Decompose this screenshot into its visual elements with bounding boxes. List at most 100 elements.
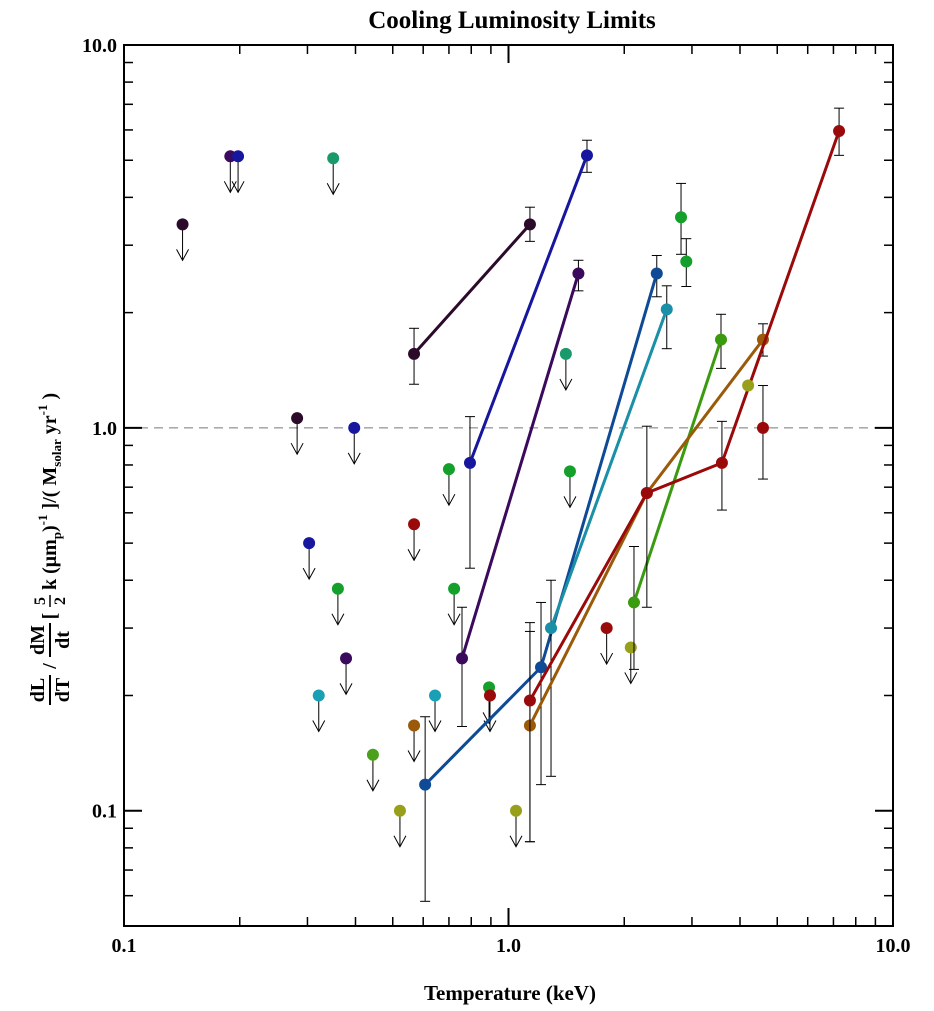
limit-arrowhead <box>326 183 340 196</box>
limit-arrowhead <box>176 249 189 262</box>
limit-arrowhead <box>302 567 316 581</box>
data-point <box>303 537 316 550</box>
y-label-part: / <box>39 663 61 670</box>
data-point <box>366 748 379 761</box>
limit-arrowhead <box>563 496 577 509</box>
data-point <box>580 149 593 162</box>
limit-arrowhead <box>559 378 573 391</box>
data-point <box>545 622 558 635</box>
y-tick-label: 1.0 <box>92 418 117 440</box>
data-point <box>348 421 361 434</box>
limit-arrowhead <box>442 493 456 507</box>
data-point <box>715 333 728 346</box>
data-point <box>442 463 455 476</box>
y-label-part: solar <box>49 439 64 467</box>
data-point <box>340 652 353 665</box>
data-point <box>650 267 663 280</box>
limit-arrowhead <box>331 613 345 626</box>
series-line <box>528 130 841 702</box>
data-point <box>523 694 536 707</box>
data-point <box>627 596 640 609</box>
data-point <box>660 303 673 316</box>
data-point <box>510 804 523 817</box>
data-point <box>535 661 548 674</box>
y-label-part: ) <box>39 393 61 405</box>
data-point <box>742 379 755 392</box>
limit-arrowhead <box>509 835 523 848</box>
series-line <box>412 223 532 355</box>
data-point <box>624 641 637 654</box>
y-label-part: 2 <box>52 597 69 605</box>
data-point <box>600 622 613 635</box>
data-point <box>232 150 245 163</box>
data-point <box>675 211 688 224</box>
y-label-part: 5 <box>32 597 49 605</box>
data-point <box>331 582 344 595</box>
data-point <box>483 689 496 702</box>
data-point <box>680 255 693 268</box>
y-label-part: k (μm <box>39 539 61 590</box>
limit-arrowhead <box>407 549 421 562</box>
data-point <box>429 689 442 702</box>
data-point <box>408 719 421 732</box>
data-point <box>523 218 536 231</box>
y-label-part: ]/( M <box>39 467 61 515</box>
data-point <box>176 218 189 231</box>
data-point <box>456 652 469 665</box>
limit-arrowhead <box>312 720 326 733</box>
y-label-part: dM <box>27 625 49 655</box>
data-point <box>563 465 576 478</box>
limit-arrowhead <box>624 672 638 685</box>
data-point <box>756 421 769 434</box>
series-line <box>460 273 580 659</box>
y-label-part: -1 <box>35 514 50 525</box>
chart-title: Cooling Luminosity Limits <box>368 7 656 34</box>
limit-arrowhead <box>447 613 461 626</box>
plot-frame <box>123 44 894 927</box>
x-tick-label: 0.1 <box>112 935 137 957</box>
y-tick-label: 0.1 <box>92 801 117 823</box>
limit-arrowhead <box>290 442 304 456</box>
data-point <box>408 347 421 360</box>
data-point <box>833 125 846 138</box>
series-line <box>549 308 669 629</box>
x-tick-label: 10.0 <box>876 935 911 957</box>
limit-arrowhead <box>428 720 442 733</box>
y-axis-label: dL dT / dM dt [ 5 2 k (μmp)-1 ]/( Msolar… <box>27 393 74 705</box>
y-label-part: dT <box>52 677 74 702</box>
data-point <box>463 456 476 469</box>
limit-arrowhead <box>339 683 353 696</box>
x-axis-label: Temperature (keV) <box>424 981 596 1005</box>
limit-arrowhead <box>347 452 361 465</box>
y-label-part: [ <box>39 613 61 620</box>
limit-arrowhead <box>600 652 614 666</box>
data-point <box>559 347 572 360</box>
data-point <box>327 152 340 165</box>
data-point <box>715 456 728 469</box>
series-line <box>632 339 723 603</box>
y-label-part: yr <box>39 415 61 439</box>
data-point <box>408 518 421 531</box>
limit-arrowhead <box>231 181 245 194</box>
x-tick-label: 1.0 <box>496 935 521 957</box>
y-label-part: ) <box>39 525 61 532</box>
data-point <box>393 804 406 817</box>
y-label-part: -1 <box>35 405 50 416</box>
data-point <box>291 412 304 425</box>
y-label-part: dt <box>52 631 74 649</box>
data-point <box>312 689 325 702</box>
series-line <box>468 154 589 464</box>
y-label-part: p <box>49 532 64 539</box>
y-label-text: k (μmp)-1 ]/( Msolar yr-1 ) <box>35 393 64 590</box>
data-point <box>572 267 585 280</box>
y-tick-label: 10.0 <box>82 35 117 57</box>
limit-arrowhead <box>393 835 407 848</box>
data-point <box>448 582 461 595</box>
limit-arrowhead <box>407 750 421 763</box>
limit-arrowhead <box>366 779 380 792</box>
y-label-part: dL <box>27 678 49 702</box>
data-point <box>419 778 432 791</box>
